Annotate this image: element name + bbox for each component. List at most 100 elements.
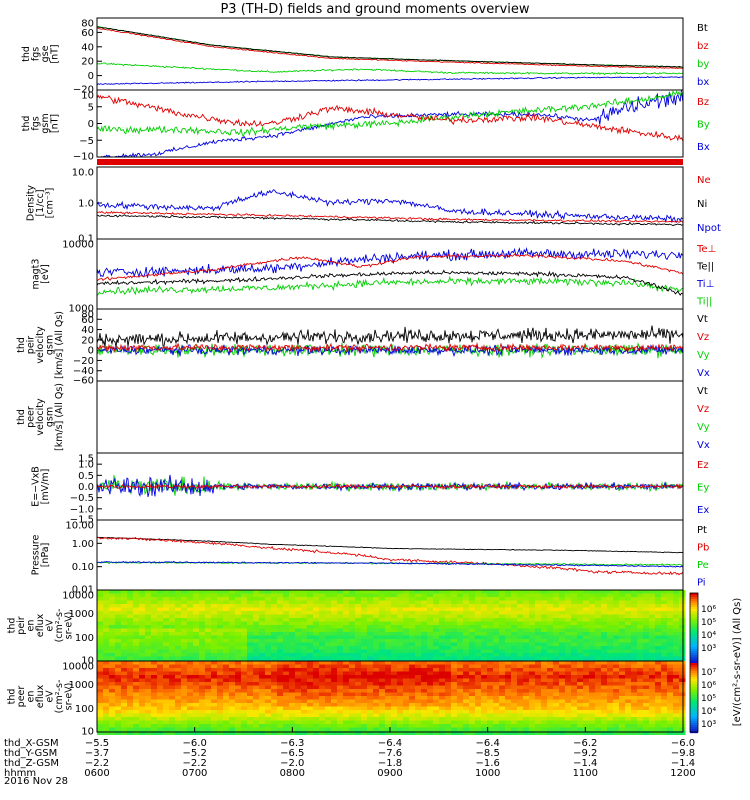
peer_velocity-legend-vz: Vz: [697, 404, 709, 415]
peer_eflux-ylabel-line: en: [26, 691, 37, 703]
peir_velocity-ytick-label: −40: [73, 366, 94, 377]
density-ylabel-line: Density: [26, 185, 37, 221]
x-axis-value: 1100: [573, 768, 598, 779]
x-axis-value: −6.4: [378, 738, 402, 749]
pressure-ytick-label: 0.01: [72, 585, 94, 596]
peer_eflux-ylabel-line: thd: [7, 689, 18, 705]
peir_velocity-series-vt: [96, 325, 684, 348]
peir_eflux-ytick-label: 10000: [62, 591, 94, 602]
x-axis-value: −2.2: [85, 758, 109, 769]
x-axis-value: −1.8: [378, 758, 402, 769]
peir_velocity-ytick-label: −20: [73, 356, 94, 367]
fgs_gse-ytick-label: 20: [81, 57, 94, 68]
temperature-ytick-label: 1000: [69, 304, 94, 315]
fgs_gse-legend-by: by: [697, 59, 709, 70]
fgs_gse-ylabel-line: thd: [21, 46, 32, 62]
peer_eflux-ylabel-line: (cm²-s-: [54, 680, 65, 714]
density-ylabel-line: [cm⁻³]: [45, 188, 56, 219]
density-legend-npot: Npot: [697, 223, 721, 234]
peer_eflux-ylabel-line: eV: [45, 690, 56, 703]
x-axis-value: 0800: [280, 768, 305, 779]
fgs_gsm-legend-by: By: [697, 120, 710, 131]
peer_velocity-legend-vt: Vt: [697, 386, 708, 397]
fgs_gsm-ytick-label: 0: [88, 119, 94, 130]
pressure-series-pb: [96, 536, 683, 576]
density-legend-ne: Ne: [697, 175, 711, 186]
fgs_gsm-legend-bx: Bx: [697, 142, 710, 153]
fgs_gse-ytick-label: 40: [81, 42, 94, 53]
temperature-legend-te: Te⊥: [696, 244, 716, 255]
x-axis-row-label: thd_Z-GSM: [4, 758, 59, 769]
peer_velocity-ylabel-line: [km/s] (All Qs): [54, 383, 65, 451]
temperature-legend-te: Te||: [696, 261, 714, 272]
e_field-ytick-label: −1.0: [70, 504, 94, 515]
density-frame: [96, 166, 684, 240]
fgs_gsm-ylabel-line: fgs: [30, 116, 41, 130]
peir_eflux-ytick-label: 100: [75, 633, 94, 644]
peir_eflux-ylabel-line: peir: [16, 616, 27, 635]
peir_eflux-ylabel-line: eV: [45, 619, 56, 632]
pressure-frame: [96, 519, 684, 591]
density-ytick-label: 0.1: [78, 234, 94, 245]
peir_velocity-ytick-label: 0: [88, 346, 94, 357]
peer_eflux-ytick-label: 10000: [62, 662, 94, 673]
e_field-panel: 1.51.00.50.0−0.5−1.0−1.5 E=−VxB[mV/m] Ez Ey…: [30, 452, 709, 526]
fgs_gsm-series-bz: [96, 94, 684, 142]
peer_eflux-spectrogram: [97, 661, 686, 735]
temperature-series-teperp: [96, 253, 683, 282]
peer_eflux-ylabel-line: peer: [16, 686, 27, 708]
e_field-ytick-label: 1.0: [78, 460, 94, 471]
peer_velocity-ylabel-line: velocity: [35, 398, 46, 436]
fgs_gsm-ytick-label: 5: [88, 102, 94, 113]
colorbar-tick-label: 10⁷: [701, 668, 716, 678]
fgs_gsm-legend-bz: Bz: [697, 97, 709, 108]
temperature-series-tiperp: [96, 246, 683, 279]
colorbar-tick-label: 10³: [701, 720, 716, 730]
peir_velocity-ytick-label: −60: [73, 376, 94, 387]
peir_velocity-ylabel-line: gsm: [45, 335, 56, 355]
colorbar-tick-label: 10³: [701, 644, 716, 654]
fgs_gse-series-bt: [96, 26, 683, 68]
x-axis-value: −2.0: [280, 758, 304, 769]
fgs_gse-legend-bt: Bt: [697, 23, 708, 34]
colorbar-tick-label: 10⁴: [701, 707, 716, 717]
peer_velocity-frame: [96, 380, 684, 454]
peer_eflux-ylabel-line: eflux: [35, 684, 46, 708]
peer_eflux-panel: 10000 1000 100 10 thdpeerenefluxeV(cm²-s-sr-…: [7, 660, 102, 738]
x-axis-row-label: hhmm: [4, 768, 36, 779]
e_field-ytick-label: 0.5: [78, 471, 94, 482]
peir_velocity-ytick-label: 40: [81, 325, 94, 336]
fgs_gse-ytick-label: 80: [81, 19, 94, 30]
peir_velocity-ylabel-line: [km/s] (All Qs): [54, 311, 65, 379]
x-axis-value: −7.6: [378, 748, 402, 759]
pressure-series-pt: [96, 536, 683, 554]
pressure-ytick-label: 1.00: [72, 539, 94, 550]
x-axis: thd_X-GSM −5.5 −6.0 −6.3 −6.4 −6.4 −6.2 −6.0 thd…: [4, 727, 696, 787]
peir_eflux-ylabel-line: sr-eV): [64, 612, 75, 640]
peir_eflux-ylabel-line: (cm²-s-: [54, 609, 65, 643]
e_field-ytick-label: 1.5: [78, 454, 94, 465]
x-axis-value: 0700: [182, 768, 207, 779]
peir_eflux-ytick-label: 10: [81, 656, 94, 667]
density-series-ne: [96, 210, 683, 223]
pressure-panel: 10.00 1.00 0.10 0.01 Pressure[nPa] Pt Pb Pe Pi: [30, 519, 709, 596]
fgs_gsm-ytick-label: −10: [73, 152, 94, 163]
x-axis-value: −9.8: [671, 748, 695, 759]
peir_velocity-ylabel-line: velocity: [35, 326, 46, 364]
pressure-ytick-label: 0.10: [72, 562, 94, 573]
e_field-ytick-label: −1.5: [70, 515, 94, 526]
peir_eflux-ylabel-line: thd: [7, 618, 18, 634]
x-axis-value: 1000: [475, 768, 500, 779]
colorbar-tick-label: 10⁶: [701, 605, 716, 615]
x-axis-value: −2.2: [183, 758, 207, 769]
peir_velocity-legend-vt: Vt: [697, 314, 708, 325]
density-series-npot: [96, 189, 683, 224]
pressure-legend-pt: Pt: [697, 525, 707, 536]
density-panel: 10.0 1.0 0.1 Density[1/cc][cm⁻³] Ne Ni Npot: [26, 166, 721, 245]
x-axis-value: −6.2: [573, 738, 597, 749]
